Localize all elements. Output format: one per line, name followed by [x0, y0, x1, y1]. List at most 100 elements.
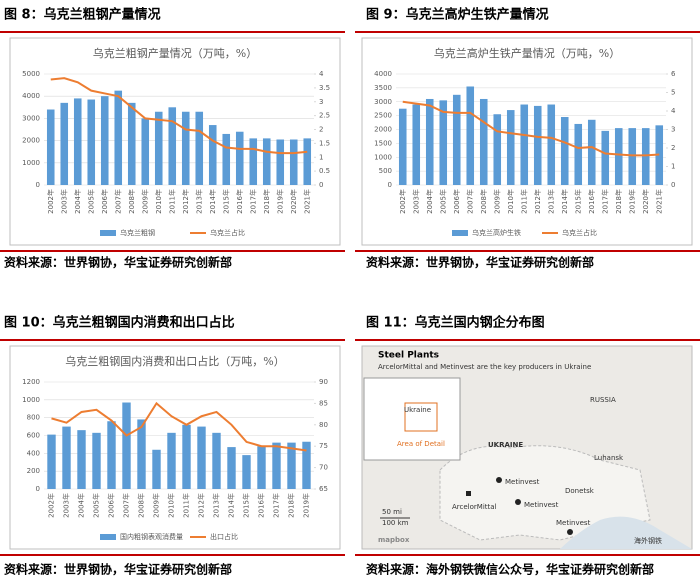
x-tick-label: 2004年: [77, 493, 86, 518]
y-tick-label: 1200: [22, 378, 40, 386]
x-tick-label: 2021年: [654, 189, 663, 214]
bar: [208, 125, 217, 185]
y-tick-label: 2500: [374, 112, 392, 120]
legend-label: 国内粗钢表观消费量: [120, 532, 183, 541]
plant-dot: [496, 477, 502, 483]
bar: [154, 111, 163, 185]
y-tick-label: 3000: [374, 98, 392, 106]
x-tick-label: 2004年: [73, 189, 82, 214]
bar: [439, 100, 448, 185]
y2-tick-label: 2: [671, 144, 675, 152]
x-tick-label: 2014年: [227, 493, 236, 518]
x-tick-label: 2021年: [302, 189, 311, 214]
y2-tick-label: 4: [671, 107, 676, 115]
line: [50, 77, 308, 155]
y-tick-label: 4000: [374, 70, 392, 78]
x-tick-label: 2016年: [257, 493, 266, 518]
x-tick-label: 2012年: [533, 189, 542, 214]
bar: [127, 102, 136, 185]
caption: 图 8：乌克兰粗钢产量情况: [4, 7, 161, 23]
x-tick-label: 2010年: [506, 189, 515, 214]
bar: [249, 138, 258, 185]
y-tick-label: 4000: [22, 92, 40, 100]
map-label: Ukraine: [404, 406, 431, 414]
x-tick-label: 2015年: [573, 189, 582, 214]
bar: [60, 102, 69, 185]
map-title: Steel Plants: [378, 351, 439, 361]
bar: [466, 86, 475, 185]
legend-label: 乌克兰高炉生铁: [472, 228, 521, 237]
x-tick-label: 2006年: [107, 493, 116, 518]
bar: [167, 432, 176, 489]
watermark: 海外钢铁: [634, 536, 662, 545]
bar: [168, 107, 177, 185]
x-tick-label: 2020年: [641, 189, 650, 214]
bar: [46, 109, 55, 185]
source: 资料来源：世界钢协，华宝证券研究创新部: [4, 562, 232, 577]
y2-tick-label: 80: [319, 421, 328, 429]
plant-label: Metinvest: [556, 519, 591, 527]
plant-label: Metinvest: [505, 478, 540, 486]
y2-tick-label: 85: [319, 399, 328, 407]
bar: [195, 111, 204, 185]
y-tick-label: 400: [27, 449, 40, 457]
x-tick-label: 2013年: [546, 189, 555, 214]
bar: [235, 131, 244, 185]
x-tick-label: 2005年: [86, 189, 95, 214]
y-tick-label: 500: [379, 167, 392, 175]
x-tick-label: 2018年: [287, 493, 296, 518]
x-tick-label: 2013年: [212, 493, 221, 518]
bar: [212, 432, 221, 489]
x-tick-label: 2007年: [122, 493, 131, 518]
chart-title: 乌克兰粗钢国内消费和出口占比（万吨，%）: [65, 354, 284, 368]
inset-area: [404, 402, 438, 432]
bar: [272, 442, 281, 489]
chart-title: 乌克兰粗钢产量情况（万吨，%）: [93, 46, 257, 60]
rules: [0, 31, 700, 556]
x-tick-label: 2009年: [140, 189, 149, 214]
y-tick-label: 3500: [374, 84, 392, 92]
country-shape: [439, 445, 651, 541]
source: 资料来源：海外钢铁微信公众号，华宝证券研究创新部: [366, 562, 654, 577]
bar: [628, 128, 637, 185]
bar: [262, 138, 271, 185]
x-tick-label: 2018年: [262, 189, 271, 214]
bar: [398, 108, 407, 185]
bar: [560, 117, 569, 185]
x-tick-label: 2020年: [289, 189, 298, 214]
y-tick-label: 1000: [22, 159, 40, 167]
x-tick-label: 2002年: [46, 189, 55, 214]
bar: [137, 419, 146, 489]
y2-tick-label: 1: [319, 153, 323, 161]
map-label: Luhansk: [594, 454, 624, 462]
caption: 图 10：乌克兰粗钢国内消费和出口占比: [4, 315, 235, 331]
x-tick-label: 2010年: [154, 189, 163, 214]
y2-tick-label: 2: [319, 126, 323, 134]
legend-label: 乌克兰粗钢: [120, 228, 155, 237]
bar: [303, 138, 312, 185]
x-tick-label: 2002年: [47, 493, 56, 518]
x-tick-label: 2016年: [587, 189, 596, 214]
legend-label: 乌克兰占比: [562, 228, 597, 237]
bar: [197, 426, 206, 489]
bar: [257, 446, 266, 489]
bar: [152, 449, 161, 489]
y2-tick-label: 70: [319, 464, 328, 472]
y-tick-label: 3000: [22, 114, 40, 122]
sea: [560, 516, 692, 549]
bar: [77, 430, 86, 489]
y2-tick-label: 1.5: [319, 139, 330, 147]
x-tick-label: 2002年: [398, 189, 407, 214]
x-tick-label: 2003年: [59, 189, 68, 214]
y2-tick-label: 5: [671, 89, 675, 97]
y2-tick-label: 1: [671, 163, 675, 171]
bar: [87, 99, 96, 185]
chart-title: 乌克兰高炉生铁产量情况（万吨，%）: [434, 46, 620, 60]
y-tick-label: 1000: [374, 153, 392, 161]
plant-dot: [567, 529, 573, 535]
bar: [242, 455, 251, 489]
bar: [587, 119, 596, 185]
bar: [287, 442, 296, 489]
line: [51, 401, 307, 452]
